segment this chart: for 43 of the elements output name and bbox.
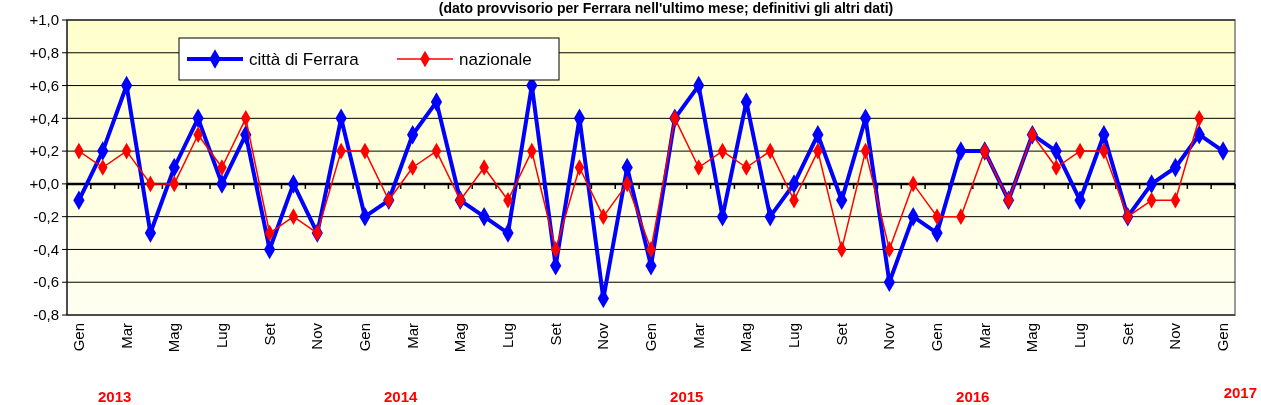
text: 2013 (97, 388, 132, 405)
x-tick-label: Mar (689, 323, 707, 349)
text: 2015 (670, 388, 704, 405)
x-tick-label: Gen (355, 323, 373, 352)
y-tick-label: +0,0 (29, 175, 59, 193)
text: 2014 (384, 388, 419, 405)
text: 2016 (956, 388, 990, 405)
x-tick-label: Mag (1023, 323, 1041, 353)
legend-label: città di Ferrara (249, 49, 360, 69)
x-tick-label: Mag (165, 323, 183, 353)
text: 2017 (1223, 384, 1257, 401)
x-tick-label: Set (1118, 322, 1136, 346)
x-tick-label: Mar (117, 323, 135, 349)
chart-title: (dato provvisorio per Ferrara nell'ultimo mese; definitivi gli altri dati) (438, 0, 894, 16)
y-tick-label: -0,4 (33, 240, 59, 258)
y-tick-label: -0,8 (33, 306, 59, 324)
y-tick-label: +1,0 (29, 11, 59, 29)
x-tick-label: Nov (880, 322, 898, 350)
x-tick-label: Lug (498, 323, 516, 349)
x-tick-label: Lug (1071, 323, 1089, 349)
x-tick-label: Nov (1166, 322, 1184, 350)
x-tick-label: Mag (737, 323, 755, 353)
x-tick-label: Mar (975, 323, 993, 349)
y-tick-label: +0,4 (29, 109, 59, 127)
y-tick-label: +0,8 (29, 44, 59, 62)
y-tick-label: -0,6 (33, 273, 59, 291)
x-tick-label: Gen (69, 323, 87, 352)
x-tick-label: Gen (1214, 323, 1232, 352)
x-tick-label: Nov (308, 322, 326, 350)
x-tick-label: Gen (928, 323, 946, 352)
x-tick-label: Nov (594, 322, 612, 350)
x-tick-label: Set (260, 322, 278, 346)
x-tick-label: Set (546, 322, 564, 346)
y-tick-label: +0,6 (29, 76, 59, 94)
y-tick-label: +0,2 (29, 142, 59, 160)
x-tick-label: Gen (642, 323, 659, 352)
x-tick-label: Lug (785, 323, 803, 349)
x-tick-label: Mar (403, 323, 421, 349)
x-tick-label: Set (832, 322, 850, 346)
x-tick-label: Mag (451, 323, 469, 353)
legend-label: nazionale (459, 49, 532, 69)
y-tick-label: -0,2 (33, 207, 59, 225)
x-tick-label: Lug (212, 323, 230, 349)
